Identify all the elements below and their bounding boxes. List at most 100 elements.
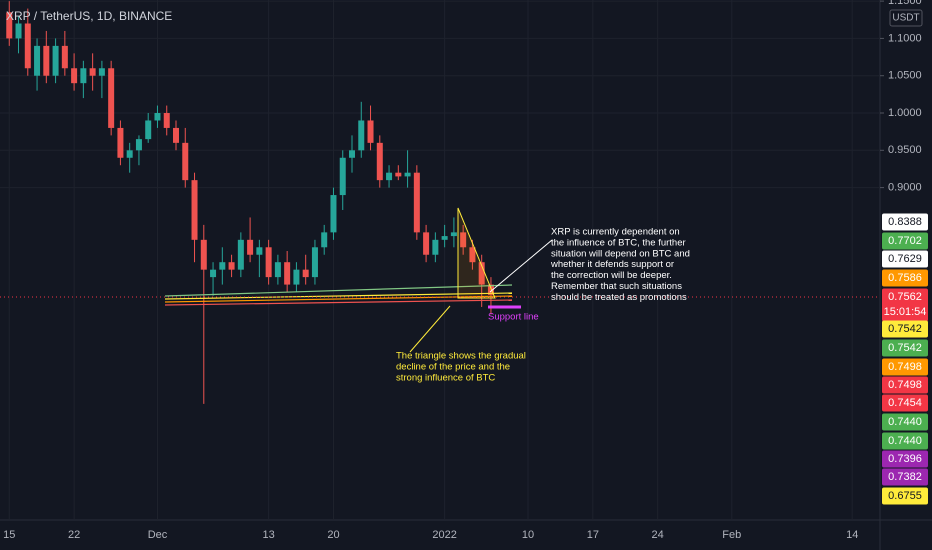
- candle-body: [15, 23, 22, 39]
- x-tick-label: 24: [652, 529, 664, 541]
- price-label-box: [882, 320, 928, 338]
- x-tick-label: 10: [522, 529, 534, 541]
- candle-body: [24, 23, 31, 69]
- y-tick-label: 0.9000: [888, 182, 922, 194]
- annotation-text: The triangle shows the gradual: [396, 351, 526, 362]
- price-label: 0.6755: [888, 490, 922, 502]
- price-label: 0.7396: [888, 453, 922, 465]
- candle-body: [478, 262, 485, 285]
- x-tick-label: Dec: [148, 529, 168, 541]
- candle-body: [450, 232, 457, 237]
- candle-body: [460, 232, 467, 248]
- triangle: [457, 207, 496, 299]
- price-label-box: [882, 376, 928, 394]
- candle-body: [469, 247, 476, 263]
- candle-body: [247, 239, 254, 255]
- annotation-text: XRP is currently dependent on: [551, 227, 680, 238]
- countdown: 15:01:54: [884, 306, 927, 318]
- price-label-box: [882, 232, 928, 250]
- y-tick-label: 1.1000: [888, 32, 922, 44]
- y-tick-label: 1.0500: [888, 70, 922, 82]
- candle-body: [52, 45, 59, 76]
- x-tick-label: 17: [587, 529, 599, 541]
- candle-body: [404, 172, 411, 177]
- price-label: 0.7454: [888, 397, 922, 409]
- price-label: 0.7440: [888, 435, 922, 447]
- x-tick-label: 14: [846, 529, 858, 541]
- price-label: 0.8388: [888, 216, 922, 228]
- price-label-box: [882, 413, 928, 431]
- candle-body: [432, 239, 439, 255]
- callout-line: [489, 239, 553, 293]
- x-tick-label: 20: [327, 529, 339, 541]
- candle-body: [117, 127, 124, 158]
- annotation-text: should be treated as promotions: [551, 292, 687, 303]
- candle-body: [311, 247, 318, 278]
- candle-body: [219, 262, 226, 270]
- price-label: 0.7542: [888, 342, 922, 354]
- annotation-text: strong influence of BTC: [396, 372, 495, 383]
- price-label-box: [882, 250, 928, 268]
- y-tick-label: 0.9500: [888, 144, 922, 156]
- candle-body: [487, 284, 494, 295]
- x-tick-label: 13: [263, 529, 275, 541]
- x-tick-label: 22: [68, 529, 80, 541]
- candle-body: [163, 113, 170, 128]
- candle-body: [71, 68, 78, 84]
- annotation-text: situation will depend on BTC and: [551, 248, 690, 259]
- trend-line: [164, 292, 513, 300]
- candle-body: [265, 247, 272, 278]
- candle-body: [173, 127, 179, 143]
- price-label-box: [882, 468, 928, 486]
- x-tick-label: Feb: [722, 529, 741, 541]
- candle-body: [61, 45, 68, 69]
- candle-body: [182, 142, 189, 181]
- candle-body: [98, 68, 105, 76]
- candle-body: [395, 172, 402, 177]
- candle-body: [376, 142, 383, 181]
- candle-body: [191, 180, 198, 240]
- annotation-text: Remember that such situations: [551, 281, 682, 292]
- candle-body: [200, 239, 207, 270]
- trend-line: [164, 284, 513, 297]
- price-label-box: [882, 269, 928, 287]
- candle-body: [386, 172, 393, 181]
- y-tick-label: 1.0000: [888, 107, 922, 119]
- currency-box[interactable]: [889, 9, 923, 27]
- candle-body: [413, 172, 420, 233]
- annotation-text: the correction will be deeper.: [551, 270, 672, 281]
- annotation-text: decline of the price and the: [396, 361, 510, 372]
- price-label: 0.7498: [888, 361, 922, 373]
- price-label-box: [882, 288, 928, 322]
- chart-title: XRP / TetherUS, 1D, BINANCE: [6, 9, 172, 23]
- candle-body: [349, 150, 355, 158]
- candle-body: [126, 150, 133, 158]
- candle-body: [89, 68, 96, 76]
- candle-body: [34, 45, 41, 76]
- candle-body: [358, 120, 365, 151]
- price-label-box: [882, 394, 928, 412]
- annotation-text: the influence of BTC, the further: [551, 237, 686, 248]
- candle-body: [43, 45, 50, 76]
- candle-body: [108, 68, 115, 128]
- candle-body: [210, 269, 217, 278]
- candle-body: [145, 120, 152, 140]
- candle-body: [256, 247, 263, 255]
- candle-body: [339, 157, 346, 196]
- candle-body: [293, 269, 300, 285]
- candle-body: [284, 262, 291, 285]
- price-label: 0.7629: [888, 253, 922, 265]
- annotation-text: Support line: [488, 312, 539, 323]
- price-label: 0.7498: [888, 379, 922, 391]
- trend-line: [164, 295, 513, 303]
- price-label: 0.7382: [888, 471, 922, 483]
- y-tick-label: 1.1500: [888, 0, 922, 7]
- candle-body: [237, 239, 244, 270]
- x-tick-label: 15: [3, 529, 15, 541]
- candle-body: [367, 120, 374, 143]
- candle-body: [80, 68, 87, 84]
- price-label-box: [882, 450, 928, 468]
